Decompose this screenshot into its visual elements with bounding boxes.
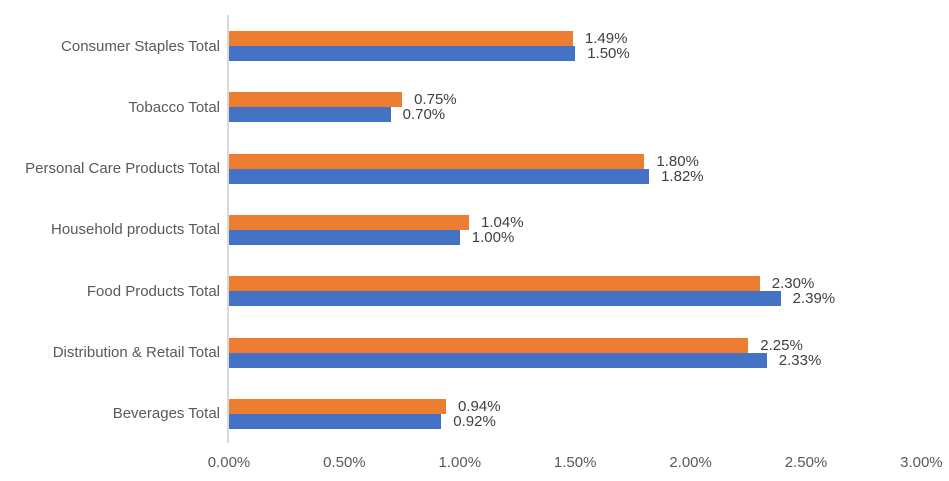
x-axis-tick-label: 1.00% — [438, 454, 482, 471]
bar-blue-series — [229, 168, 650, 184]
bar-blue-series — [229, 46, 576, 61]
data-label-blue-series: 1.00% — [471, 228, 515, 246]
bar-orange-series — [229, 153, 645, 169]
bar-blue-series — [229, 352, 767, 368]
y-axis-line — [227, 15, 229, 443]
x-axis-tick-label: 2.00% — [669, 454, 712, 471]
data-label-blue-series: 2.33% — [778, 351, 822, 369]
x-axis-tick-label: 0.50% — [323, 454, 366, 471]
category-label: Beverages Total — [112, 405, 220, 423]
bar-orange-series — [229, 92, 403, 108]
bar-blue-series — [229, 229, 460, 245]
category-label: Food Products Total — [86, 282, 220, 300]
data-label-blue-series: 1.82% — [661, 167, 704, 185]
category-label: Personal Care Products Total — [25, 160, 220, 178]
bar-orange-series — [229, 398, 446, 414]
category-label: Consumer Staples Total — [61, 37, 220, 55]
bar-orange-series — [229, 276, 760, 292]
data-label-orange-series: 0.75% — [414, 91, 457, 109]
bar-blue-series — [229, 291, 781, 307]
data-label-orange-series: 2.25% — [760, 336, 803, 354]
data-label-orange-series: 1.04% — [481, 213, 524, 231]
x-axis-tick-label: 1.50% — [553, 454, 597, 471]
bar-blue-series — [229, 107, 391, 123]
data-label-blue-series: 0.92% — [453, 412, 496, 430]
data-label-orange-series: 1.49% — [584, 30, 628, 47]
data-label-orange-series: 1.80% — [656, 152, 699, 170]
x-axis-tick-label: 3.00% — [900, 454, 943, 471]
x-axis-tick-label: 0.00% — [207, 454, 251, 471]
data-label-blue-series: 2.39% — [792, 290, 836, 308]
x-axis-tick-label: 2.50% — [784, 454, 828, 471]
bar-orange-series — [229, 31, 573, 46]
bar-orange-series — [229, 214, 469, 230]
data-label-blue-series: 1.50% — [587, 45, 630, 62]
data-label-orange-series: 2.30% — [771, 275, 815, 293]
category-label: Tobacco Total — [128, 98, 220, 116]
bar-orange-series — [229, 337, 749, 353]
data-label-orange-series: 0.94% — [458, 397, 501, 415]
category-label: Distribution & Retail Total — [52, 344, 220, 362]
bar-blue-series — [229, 413, 442, 429]
data-label-blue-series: 0.70% — [402, 106, 446, 124]
category-label: Household products Total — [51, 221, 220, 239]
